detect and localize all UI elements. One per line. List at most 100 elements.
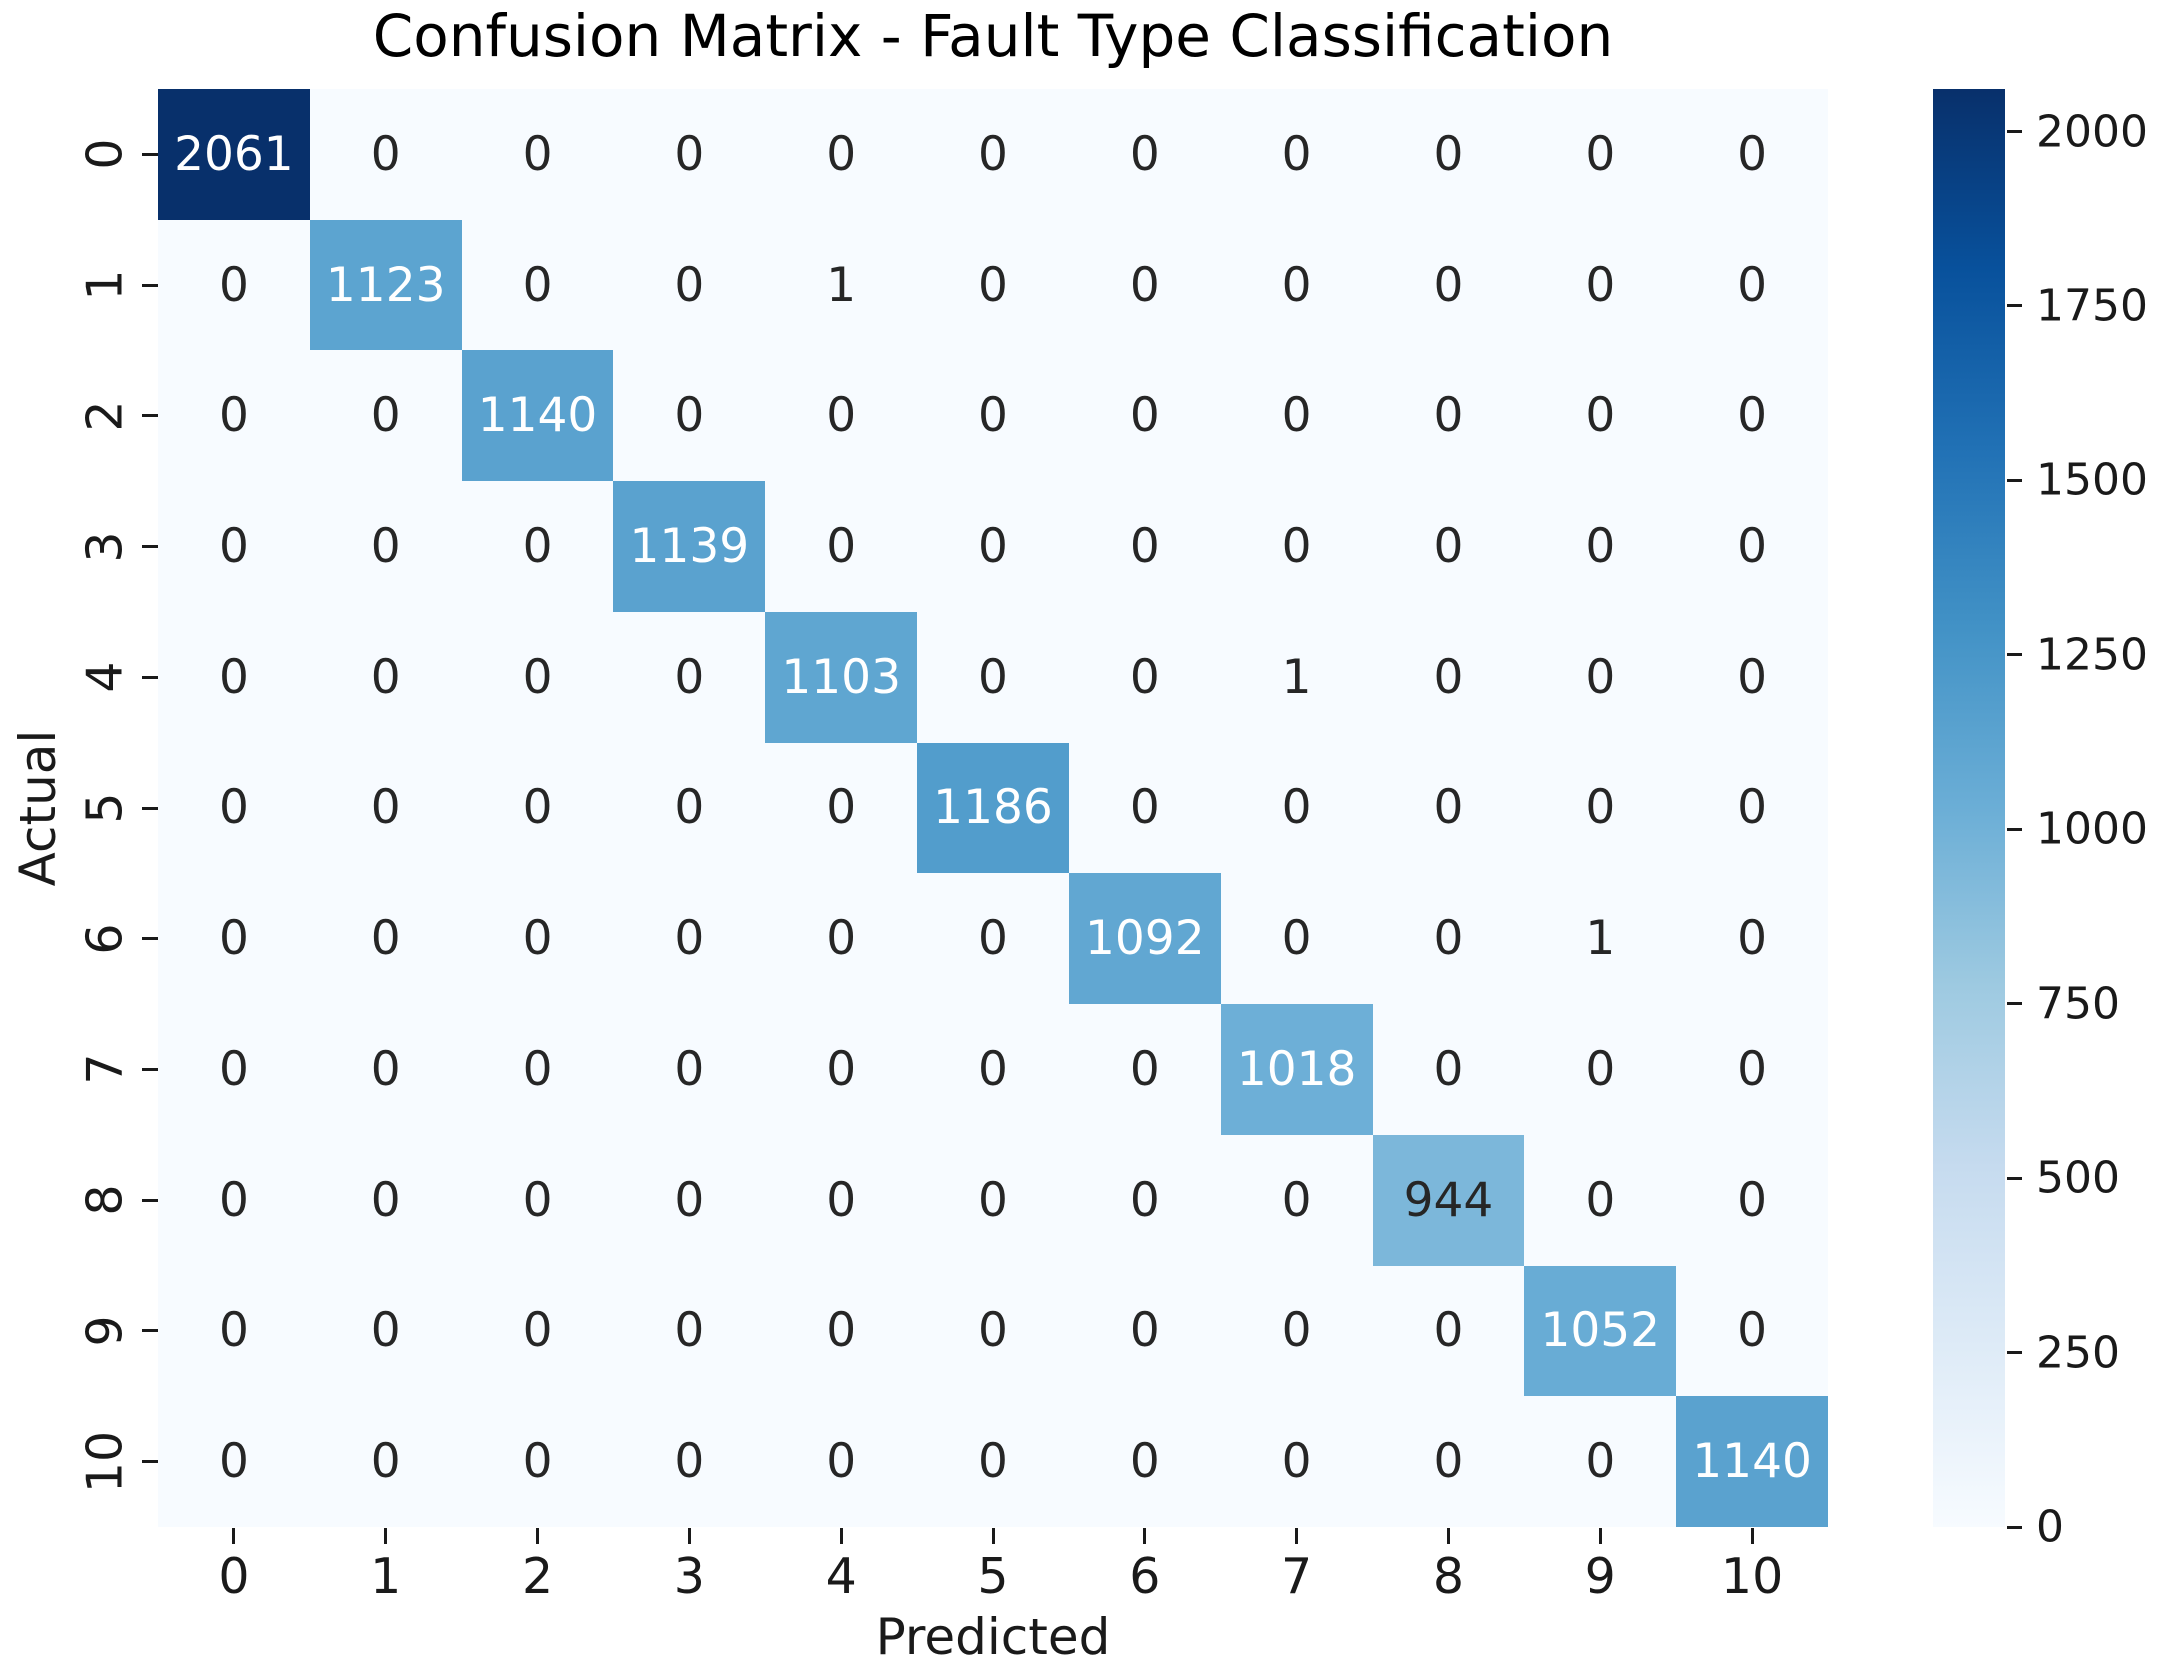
y-tick-label: 3 xyxy=(76,530,134,563)
heatmap-cell: 0 xyxy=(1068,1134,1221,1266)
y-tick-mark xyxy=(142,806,158,810)
x-tick-mark xyxy=(232,1528,236,1544)
y-tick-label: 1 xyxy=(76,269,134,301)
heatmap-cell: 1139 xyxy=(613,481,766,612)
heatmap-cell: 0 xyxy=(309,1134,462,1266)
y-tick-mark xyxy=(142,1460,158,1464)
heatmap-cell: 0 xyxy=(158,611,310,743)
y-tick-mark xyxy=(142,283,158,287)
y-tick-label: 5 xyxy=(76,792,134,824)
heatmap-cell: 0 xyxy=(765,873,918,1005)
heatmap-cell: 0 xyxy=(1220,219,1373,351)
heatmap-cell: 0 xyxy=(1068,1265,1221,1397)
x-tick-mark xyxy=(1295,1528,1299,1544)
heatmap-cell: 0 xyxy=(1372,219,1525,351)
heatmap-cell: 0 xyxy=(1676,1134,1828,1266)
x-tick-mark xyxy=(839,1528,843,1544)
heatmap-cell: 0 xyxy=(765,742,918,874)
colorbar-tick-label: 2000 xyxy=(2036,106,2148,158)
chart-title: Confusion Matrix - Fault Type Classifica… xyxy=(372,2,1614,70)
heatmap-cell: 1140 xyxy=(461,350,614,482)
colorbar-tick-mark xyxy=(2007,130,2022,134)
heatmap-cell: 0 xyxy=(1372,1265,1525,1397)
x-tick-label: 5 xyxy=(977,1548,1009,1605)
y-tick-mark xyxy=(142,1329,158,1333)
colorbar-tick-mark xyxy=(2007,478,2022,482)
heatmap-cell: 1103 xyxy=(765,611,918,743)
heatmap-cell: 0 xyxy=(765,1265,918,1397)
heatmap-cell: 0 xyxy=(158,350,310,482)
heatmap-cell: 0 xyxy=(309,873,462,1005)
heatmap-cell: 0 xyxy=(1068,481,1221,612)
heatmap-cell: 0 xyxy=(461,1396,614,1527)
heatmap-cell: 0 xyxy=(613,219,766,351)
x-tick-label: 7 xyxy=(1281,1548,1313,1605)
heatmap-cell: 0 xyxy=(1524,89,1677,220)
heatmap-cell: 0 xyxy=(1220,742,1373,874)
heatmap-cell: 0 xyxy=(1220,1265,1373,1397)
heatmap-cell: 0 xyxy=(613,89,766,220)
heatmap-cell: 0 xyxy=(1524,219,1677,351)
heatmap-cell: 0 xyxy=(1220,1134,1373,1266)
heatmap-cell: 0 xyxy=(613,611,766,743)
colorbar-tick-mark xyxy=(2007,1002,2022,1006)
heatmap-cell: 0 xyxy=(1676,350,1828,482)
heatmap-cell: 0 xyxy=(1068,1396,1221,1527)
heatmap-cell: 0 xyxy=(1220,350,1373,482)
heatmap-cell: 1123 xyxy=(309,219,462,351)
heatmap-cell: 0 xyxy=(1372,873,1525,1005)
heatmap-cell: 0 xyxy=(1372,481,1525,612)
y-tick-label: 9 xyxy=(76,1315,134,1347)
heatmap-cell: 0 xyxy=(1068,350,1221,482)
heatmap-cell: 0 xyxy=(613,1396,766,1527)
heatmap-cell: 0 xyxy=(1372,350,1525,482)
x-tick-mark xyxy=(1598,1528,1602,1544)
heatmap-cell: 0 xyxy=(765,1004,918,1135)
colorbar-tick-label: 1500 xyxy=(2036,454,2148,506)
heatmap-cell: 0 xyxy=(1068,611,1221,743)
x-tick-mark xyxy=(687,1528,691,1544)
heatmap-cell: 0 xyxy=(309,742,462,874)
heatmap-cell: 0 xyxy=(1676,1265,1828,1397)
heatmap-cell: 1 xyxy=(1524,873,1677,1005)
heatmap-cell: 0 xyxy=(1676,1004,1828,1135)
heatmap-cell: 0 xyxy=(917,611,1069,743)
heatmap-cell: 0 xyxy=(158,481,310,612)
heatmap-cell: 0 xyxy=(461,1134,614,1266)
heatmap-cell: 0 xyxy=(1220,481,1373,612)
heatmap-cell: 0 xyxy=(1524,742,1677,874)
heatmap-cell: 0 xyxy=(158,219,310,351)
y-tick-mark xyxy=(142,937,158,941)
colorbar-tick-label: 500 xyxy=(2036,1152,2120,1204)
x-axis-label: Predicted xyxy=(875,1608,1111,1666)
heatmap-cell: 0 xyxy=(1524,481,1677,612)
heatmap-cell: 0 xyxy=(765,481,918,612)
heatmap-cell: 0 xyxy=(613,1004,766,1135)
heatmap-cell: 0 xyxy=(1220,1396,1373,1527)
y-tick-label: 6 xyxy=(76,923,134,955)
heatmap-cell: 0 xyxy=(613,873,766,1005)
x-tick-label: 2 xyxy=(521,1548,554,1605)
x-tick-mark xyxy=(1446,1528,1450,1544)
heatmap-cell: 1092 xyxy=(1068,873,1221,1005)
colorbar xyxy=(1933,89,2005,1527)
heatmap-cell: 0 xyxy=(1372,1396,1525,1527)
x-tick-mark xyxy=(1143,1528,1147,1544)
colorbar-tick-label: 1000 xyxy=(2036,803,2148,855)
heatmap-cell: 0 xyxy=(158,1134,310,1266)
heatmap-cell: 0 xyxy=(765,350,918,482)
heatmap-cell: 0 xyxy=(1372,89,1525,220)
heatmap-cell: 0 xyxy=(461,873,614,1005)
heatmap-cell: 0 xyxy=(309,611,462,743)
heatmap-cell: 0 xyxy=(613,1265,766,1397)
heatmap-cell: 0 xyxy=(309,1265,462,1397)
heatmap-grid: 2061 0 0 0 0 0 0 0 0 0 0 0 1123 0 0 1 0 0 0 0 0 0 0 0 1140 0 0 0 0 0 0… xyxy=(158,89,1828,1527)
heatmap-cell: 0 xyxy=(1524,350,1677,482)
y-tick-mark xyxy=(142,1067,158,1071)
x-tick-mark xyxy=(991,1528,995,1544)
colorbar-tick-mark xyxy=(2007,827,2022,831)
heatmap-cell: 0 xyxy=(309,481,462,612)
x-tick-label: 4 xyxy=(825,1548,857,1605)
heatmap-cell: 0 xyxy=(917,481,1069,612)
heatmap-cell: 0 xyxy=(461,611,614,743)
